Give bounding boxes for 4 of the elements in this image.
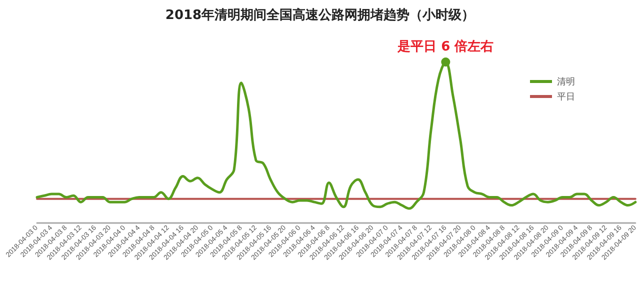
- legend-label: 平日: [557, 92, 575, 102]
- legend-label: 清明: [557, 76, 575, 86]
- annotation: 是平日 6 倍左右: [396, 38, 494, 54]
- chart-title: 2018年清明期间全国高速公路网拥堵趋势（小时级）: [165, 7, 475, 23]
